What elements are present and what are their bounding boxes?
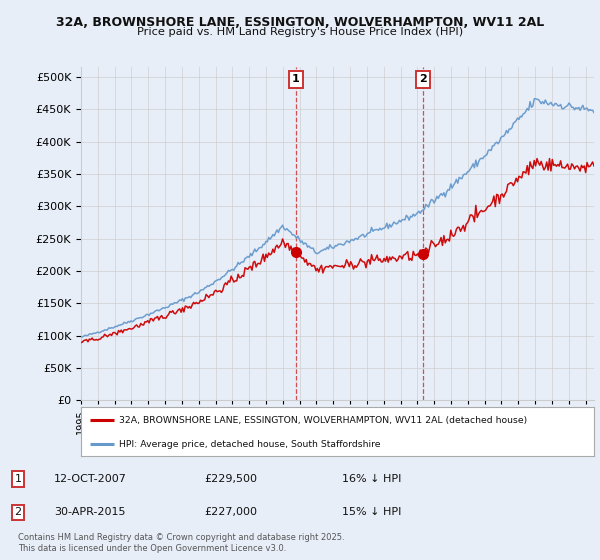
Text: HPI: Average price, detached house, South Staffordshire: HPI: Average price, detached house, Sout… bbox=[119, 440, 381, 449]
Text: 2: 2 bbox=[14, 507, 22, 517]
Text: 16% ↓ HPI: 16% ↓ HPI bbox=[342, 474, 401, 484]
Text: 1: 1 bbox=[14, 474, 22, 484]
Text: £227,000: £227,000 bbox=[204, 507, 257, 517]
Text: 30-APR-2015: 30-APR-2015 bbox=[54, 507, 125, 517]
Text: 32A, BROWNSHORE LANE, ESSINGTON, WOLVERHAMPTON, WV11 2AL: 32A, BROWNSHORE LANE, ESSINGTON, WOLVERH… bbox=[56, 16, 544, 29]
Text: 15% ↓ HPI: 15% ↓ HPI bbox=[342, 507, 401, 517]
Text: 2: 2 bbox=[419, 74, 427, 85]
Text: 12-OCT-2007: 12-OCT-2007 bbox=[54, 474, 127, 484]
Text: Contains HM Land Registry data © Crown copyright and database right 2025.
This d: Contains HM Land Registry data © Crown c… bbox=[18, 533, 344, 553]
Text: Price paid vs. HM Land Registry's House Price Index (HPI): Price paid vs. HM Land Registry's House … bbox=[137, 27, 463, 37]
Text: 1: 1 bbox=[292, 74, 300, 85]
Text: £229,500: £229,500 bbox=[204, 474, 257, 484]
Text: 32A, BROWNSHORE LANE, ESSINGTON, WOLVERHAMPTON, WV11 2AL (detached house): 32A, BROWNSHORE LANE, ESSINGTON, WOLVERH… bbox=[119, 416, 527, 425]
